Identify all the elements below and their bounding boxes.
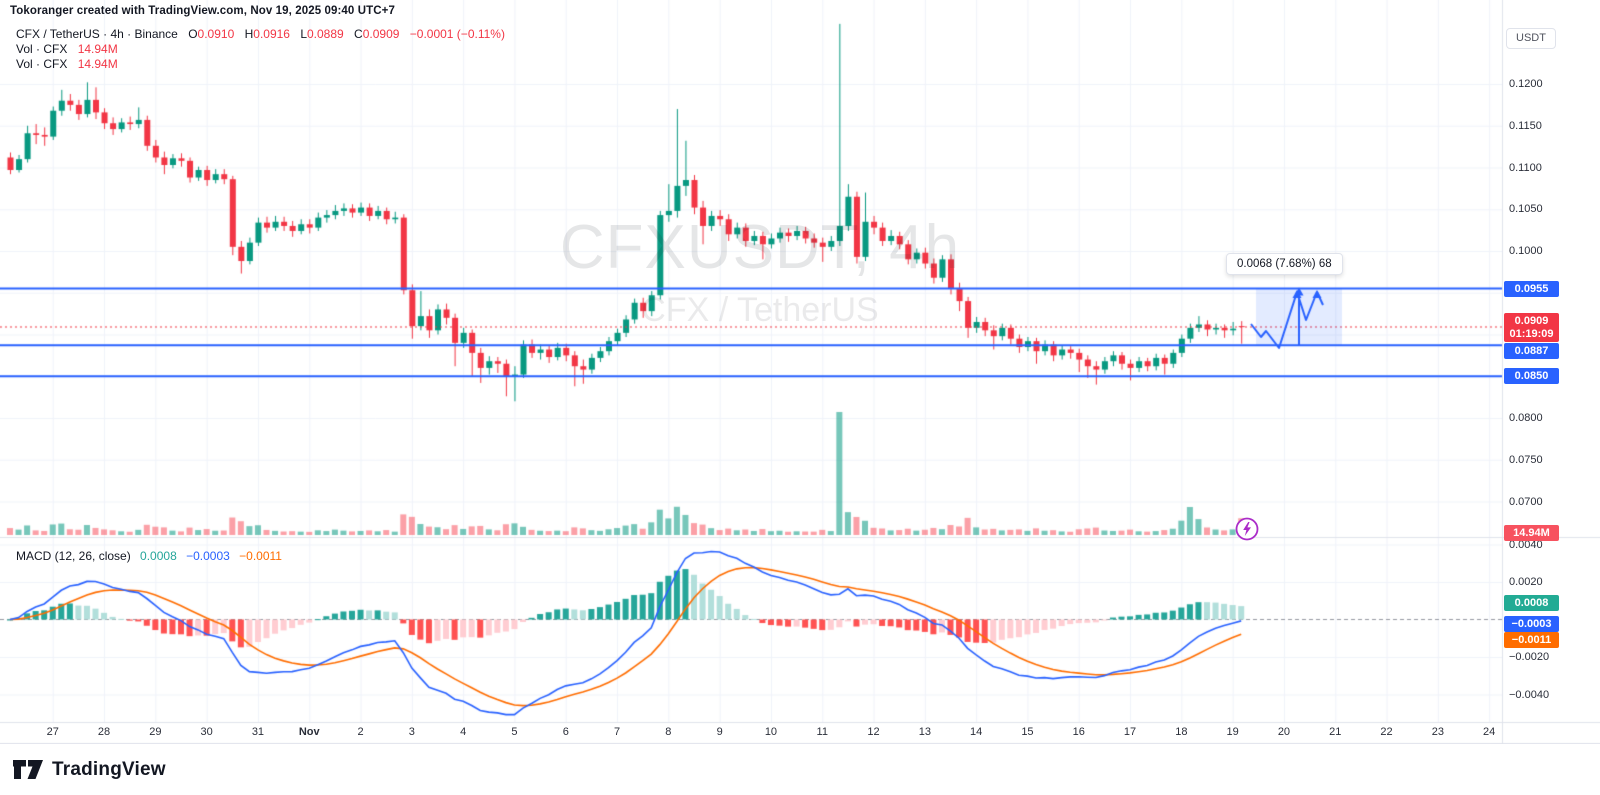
candle-countdown: 01:19:09 [1509,327,1554,340]
ohlc-open-value: 0.0910 [197,27,235,41]
macd-signal-value: −0.0011 [239,549,282,563]
price-tick-label: 0.1050 [1509,203,1543,216]
ohlc-low-value: 0.0889 [307,27,344,41]
ohlc-close-label: C [354,27,363,41]
time-tick-label: 29 [149,726,162,738]
volume-indicator-row[interactable]: Vol · CFX 14.94M [16,57,505,72]
macd-tick-label: −0.0020 [1509,651,1550,663]
time-tick-label: 4 [460,726,467,738]
price-tick-label: 0.0700 [1509,495,1543,508]
footer-bar: TradingView [0,744,1600,795]
macd-tick-label: 0.0020 [1509,576,1543,588]
macd-signal-axis-label[interactable]: −0.0011 [1504,632,1559,648]
currency-unit-button[interactable]: USDT [1506,28,1556,49]
last-price-value: 0.0909 [1514,314,1549,327]
time-tick-label: 24 [1483,726,1496,738]
time-tick-label: 20 [1277,726,1291,738]
price-chart-canvas[interactable] [0,0,1600,744]
time-tick-label: 7 [613,726,621,738]
price-tick-label: 0.0800 [1509,412,1543,424]
time-tick-label: 13 [918,726,931,738]
time-tick-label: 18 [1175,726,1188,738]
ohlc-low-label: L [300,27,307,41]
ohlc-open-label: O [188,27,198,41]
time-tick-label: 8 [665,726,672,738]
macd-hist-value: 0.0008 [140,549,177,563]
macd-line-axis-label[interactable]: −0.0003 [1504,616,1559,632]
resistance-price-label[interactable]: 0.0955 [1504,281,1559,297]
time-tick-label: 9 [716,726,723,738]
price-change: −0.0001 (−0.11%) [409,27,505,41]
time-tick-label: 22 [1380,726,1393,738]
macd-legend-row[interactable]: MACD (12, 26, close) 0.0008 −0.0003 −0.0… [16,549,288,563]
volume-indicator-row[interactable]: Vol · CFX 14.94M [16,42,505,57]
time-tick-label: 17 [1123,726,1137,738]
macd-line-value: −0.0003 [186,549,230,563]
time-tick-label: 28 [97,726,111,738]
ohlc-high-value: 0.0916 [253,27,290,41]
time-tick-label: 27 [46,726,59,738]
time-tick-label: Nov [298,726,320,738]
symbol-legend-row[interactable]: CFX / TetherUS · 4h · Binance O0.0910 H0… [16,27,505,42]
time-tick-label: 30 [200,726,213,738]
price-tick-label: 0.0750 [1509,453,1543,466]
tradingview-brand-text[interactable]: TradingView [52,758,166,780]
ohlc-high-label: H [244,27,254,41]
time-tick-label: 23 [1431,726,1444,738]
tradingview-logo-icon[interactable] [13,760,43,779]
time-tick-label: 31 [251,726,265,738]
macd-hist-axis-label[interactable]: 0.0008 [1504,595,1559,611]
support-price-label[interactable]: 0.0850 [1504,368,1559,384]
price-tick-label: 0.1000 [1509,245,1543,257]
ohlc-close-value: 0.0909 [362,27,400,41]
volume-value: 14.94M [77,42,118,56]
volume-value: 14.94M [77,57,118,71]
attribution-text: Tokoranger created with TradingView.com,… [10,5,395,17]
price-tick-label: 0.1100 [1509,161,1542,174]
lightning-icon[interactable] [1235,517,1259,541]
time-tick-label: 10 [764,726,778,738]
time-tick-label: 12 [867,726,880,738]
time-tick-label: 21 [1329,726,1342,738]
volume-label: Vol · CFX [16,57,68,71]
time-tick-label: 5 [511,726,518,738]
price-tick-label: 0.1200 [1509,78,1543,90]
time-tick-label: 3 [408,726,415,738]
measure-tooltip: 0.0068 (7.68%) 68 [1226,253,1343,275]
symbol-legend: CFX / TetherUS · 4h · Binance O0.0910 H0… [16,27,505,72]
macd-title: MACD (12, 26, close) [16,549,131,563]
time-tick-label: 16 [1072,726,1085,738]
time-tick-label: 15 [1021,726,1034,738]
volume-axis-label[interactable]: 14.94M [1504,525,1559,541]
macd-tick-label: 0.0040 [1509,538,1543,551]
volume-label: Vol · CFX [16,42,68,56]
mid-level-price-label[interactable]: 0.0887 [1504,343,1559,359]
time-tick-label: 6 [562,726,569,738]
time-tick-label: 11 [816,726,828,738]
price-tick-label: 0.1150 [1509,119,1542,132]
macd-tick-label: −0.0040 [1509,688,1550,701]
time-tick-label: 2 [357,726,364,738]
time-tick-label: 14 [970,726,983,738]
last-price-label[interactable]: 0.0909 01:19:09 [1504,313,1559,342]
time-tick-label: 19 [1226,726,1239,738]
symbol-title: CFX / TetherUS · 4h · Binance [16,27,178,41]
